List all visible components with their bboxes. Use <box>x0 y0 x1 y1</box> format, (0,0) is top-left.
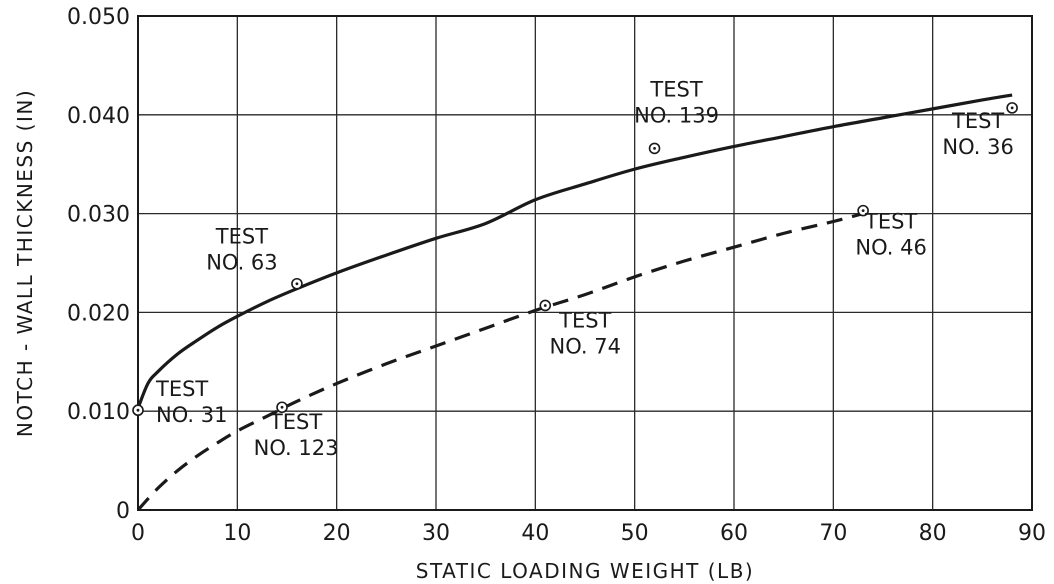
test-point-center <box>136 408 140 412</box>
test-point-label: NO. 36 <box>942 135 1013 159</box>
y-tick-label: 0.040 <box>67 104 130 129</box>
y-tick-label: 0.050 <box>67 5 130 30</box>
curves <box>136 93 1013 512</box>
test-point-label: NO. 139 <box>634 103 719 127</box>
x-tick-label: 80 <box>919 521 947 546</box>
x-tick-label: 70 <box>819 521 847 546</box>
y-tick-label: 0.030 <box>67 203 130 228</box>
y-tick-label: 0.010 <box>67 400 130 425</box>
test-point-center <box>653 146 656 150</box>
x-tick-label: 30 <box>422 521 450 546</box>
x-tick-label: 50 <box>621 521 649 546</box>
test-point-label: TEST <box>155 377 208 401</box>
x-tick-label: 60 <box>720 521 748 546</box>
x-tick-label: 10 <box>223 521 251 546</box>
x-tick-labels: 0 10 20 30 40 50 60 70 80 90 <box>131 521 1046 546</box>
test-point-label: NO. 46 <box>855 236 926 260</box>
test-point-label: NO. 74 <box>550 334 621 358</box>
y-tick-label: 0 <box>116 499 130 524</box>
x-tick-label: 20 <box>323 521 351 546</box>
test-point-label: TEST <box>215 225 268 249</box>
y-tick-labels: 0 0.010 0.020 0.030 0.040 0.050 <box>67 5 130 524</box>
y-axis-title: NOTCH - WALL THICKNESS (IN) <box>13 89 37 437</box>
test-point-center <box>295 282 299 286</box>
y-tick-label: 0.020 <box>67 301 130 326</box>
test-point-label: NO. 63 <box>206 251 277 275</box>
test-point-label: TEST <box>951 109 1004 133</box>
x-tick-label: 40 <box>521 521 549 546</box>
plot-frame <box>137 15 1033 511</box>
x-axis-title: STATIC LOADING WEIGHT (LB) <box>416 559 754 583</box>
test-point-label: NO. 31 <box>156 403 227 427</box>
test-point-label: TEST <box>864 210 917 234</box>
test-point-label: TEST <box>649 77 702 101</box>
test-point-center <box>861 209 865 213</box>
x-tick-label: 90 <box>1018 521 1046 546</box>
grid-lines <box>138 16 1032 510</box>
test-point-label: TEST <box>558 308 611 332</box>
dashed-curve <box>136 212 864 512</box>
test-point-center <box>280 405 284 409</box>
solid-curve <box>136 93 1013 409</box>
test-point-label: NO. 123 <box>254 436 339 460</box>
x-tick-label: 0 <box>131 521 145 546</box>
test-point-center <box>543 304 547 307</box>
test-point-center <box>1010 106 1014 110</box>
test-point-label: TEST <box>269 410 322 434</box>
